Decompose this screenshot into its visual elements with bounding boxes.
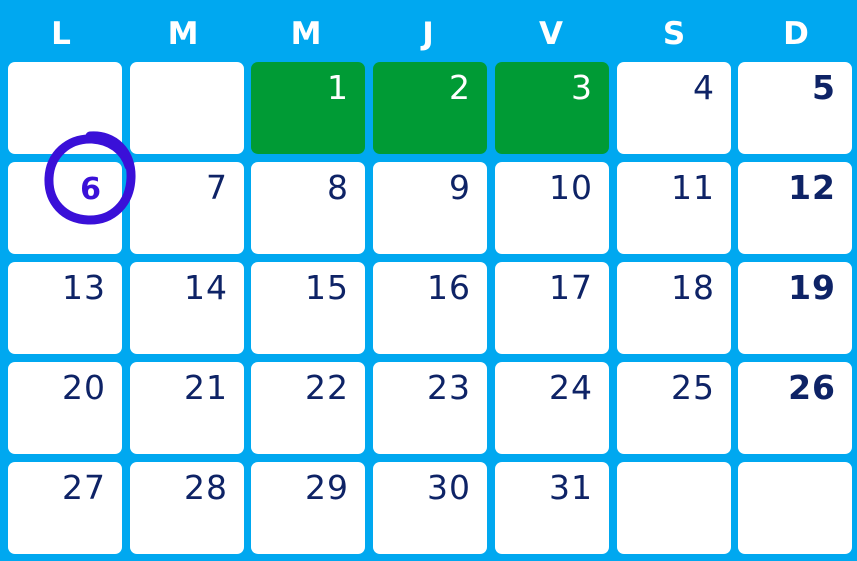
day-cell[interactable]: 23 <box>373 362 487 454</box>
day-number: 7 <box>206 168 228 207</box>
day-cell[interactable]: 5 <box>738 62 852 154</box>
day-cell[interactable]: 10 <box>495 162 609 254</box>
day-cell[interactable]: 21 <box>130 362 244 454</box>
day-number: 1 <box>327 68 349 107</box>
day-number: 5 <box>812 68 836 107</box>
day-number: 8 <box>327 168 349 207</box>
empty-day-cell <box>130 62 244 154</box>
day-cell[interactable]: 2 <box>373 62 487 154</box>
day-cell[interactable]: 22 <box>251 362 365 454</box>
day-cell[interactable]: 8 <box>251 162 365 254</box>
day-cell[interactable]: 16 <box>373 262 487 354</box>
day-cell[interactable]: 27 <box>8 462 122 554</box>
day-number: 6 <box>80 172 102 207</box>
day-cell[interactable]: 7 <box>130 162 244 254</box>
day-cell[interactable]: 1 <box>251 62 365 154</box>
day-number: 18 <box>671 268 715 307</box>
day-number: 30 <box>427 468 471 507</box>
day-number: 2 <box>449 68 471 107</box>
day-number: 13 <box>62 268 106 307</box>
day-number: 11 <box>671 168 715 207</box>
day-cell[interactable]: 15 <box>251 262 365 354</box>
day-cell[interactable]: 4 <box>617 62 731 154</box>
day-number: 21 <box>184 368 228 407</box>
day-cell[interactable]: 11 <box>617 162 731 254</box>
day-number: 24 <box>549 368 593 407</box>
day-number: 28 <box>184 468 228 507</box>
day-number: 31 <box>549 468 593 507</box>
weekday-label: L <box>51 16 71 52</box>
day-number: 9 <box>449 168 471 207</box>
day-number: 25 <box>671 368 715 407</box>
day-cell[interactable]: 3 <box>495 62 609 154</box>
weekday-label: S <box>662 16 686 52</box>
day-number: 3 <box>571 68 593 107</box>
weekday-label: V <box>539 16 563 52</box>
day-number: 12 <box>788 168 836 207</box>
day-cell[interactable]: 19 <box>738 262 852 354</box>
day-cell[interactable]: 24 <box>495 362 609 454</box>
day-cell[interactable]: 29 <box>251 462 365 554</box>
weekday-label: D <box>783 16 809 52</box>
day-cell[interactable]: 12 <box>738 162 852 254</box>
weekday-label: J <box>422 16 434 52</box>
day-number: 10 <box>549 168 593 207</box>
day-cell[interactable]: 31 <box>495 462 609 554</box>
day-cell[interactable]: 28 <box>130 462 244 554</box>
day-cell[interactable]: 18 <box>617 262 731 354</box>
day-number: 20 <box>62 368 106 407</box>
weekday-header: L M M J V S D <box>0 0 857 60</box>
day-number: 14 <box>184 268 228 307</box>
day-cell[interactable]: 25 <box>617 362 731 454</box>
day-number: 16 <box>427 268 471 307</box>
day-number: 19 <box>788 268 836 307</box>
day-number: 17 <box>549 268 593 307</box>
day-number: 26 <box>788 368 836 407</box>
empty-day-cell <box>738 462 852 554</box>
empty-day-cell <box>8 62 122 154</box>
empty-day-cell <box>617 462 731 554</box>
day-number: 23 <box>427 368 471 407</box>
day-cell[interactable]: 14 <box>130 262 244 354</box>
day-cell[interactable]: 20 <box>8 362 122 454</box>
day-cell[interactable]: 17 <box>495 262 609 354</box>
weekday-label: M <box>290 16 322 52</box>
weekday-label: M <box>167 16 199 52</box>
day-cell[interactable]: 13 <box>8 262 122 354</box>
day-cell[interactable]: 30 <box>373 462 487 554</box>
day-number: 22 <box>305 368 349 407</box>
day-number: 29 <box>305 468 349 507</box>
day-cell[interactable]: 26 <box>738 362 852 454</box>
day-number: 15 <box>305 268 349 307</box>
day-cell[interactable]: 6 <box>8 162 122 254</box>
day-cell[interactable]: 9 <box>373 162 487 254</box>
day-number: 27 <box>62 468 106 507</box>
day-number: 4 <box>693 68 715 107</box>
